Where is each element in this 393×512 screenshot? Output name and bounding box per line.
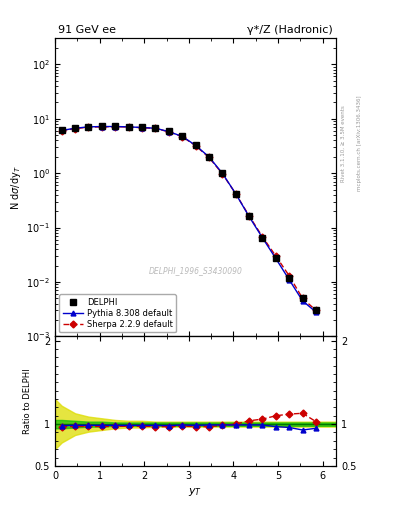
Y-axis label: N d$\sigma$/dy$_T$: N d$\sigma$/dy$_T$ (9, 165, 24, 210)
Text: DELPHI_1996_S3430090: DELPHI_1996_S3430090 (149, 266, 242, 275)
Text: Rivet 3.1.10, ≥ 3.5M events: Rivet 3.1.10, ≥ 3.5M events (341, 105, 346, 182)
Text: 91 GeV ee: 91 GeV ee (58, 26, 116, 35)
X-axis label: $y_T$: $y_T$ (189, 486, 202, 498)
Text: mcplots.cern.ch [arXiv:1306.3436]: mcplots.cern.ch [arXiv:1306.3436] (357, 96, 362, 191)
Y-axis label: Ratio to DELPHI: Ratio to DELPHI (23, 368, 32, 434)
Text: γ*/Z (Hadronic): γ*/Z (Hadronic) (248, 26, 333, 35)
Legend: DELPHI, Pythia 8.308 default, Sherpa 2.2.9 default: DELPHI, Pythia 8.308 default, Sherpa 2.2… (59, 294, 176, 332)
